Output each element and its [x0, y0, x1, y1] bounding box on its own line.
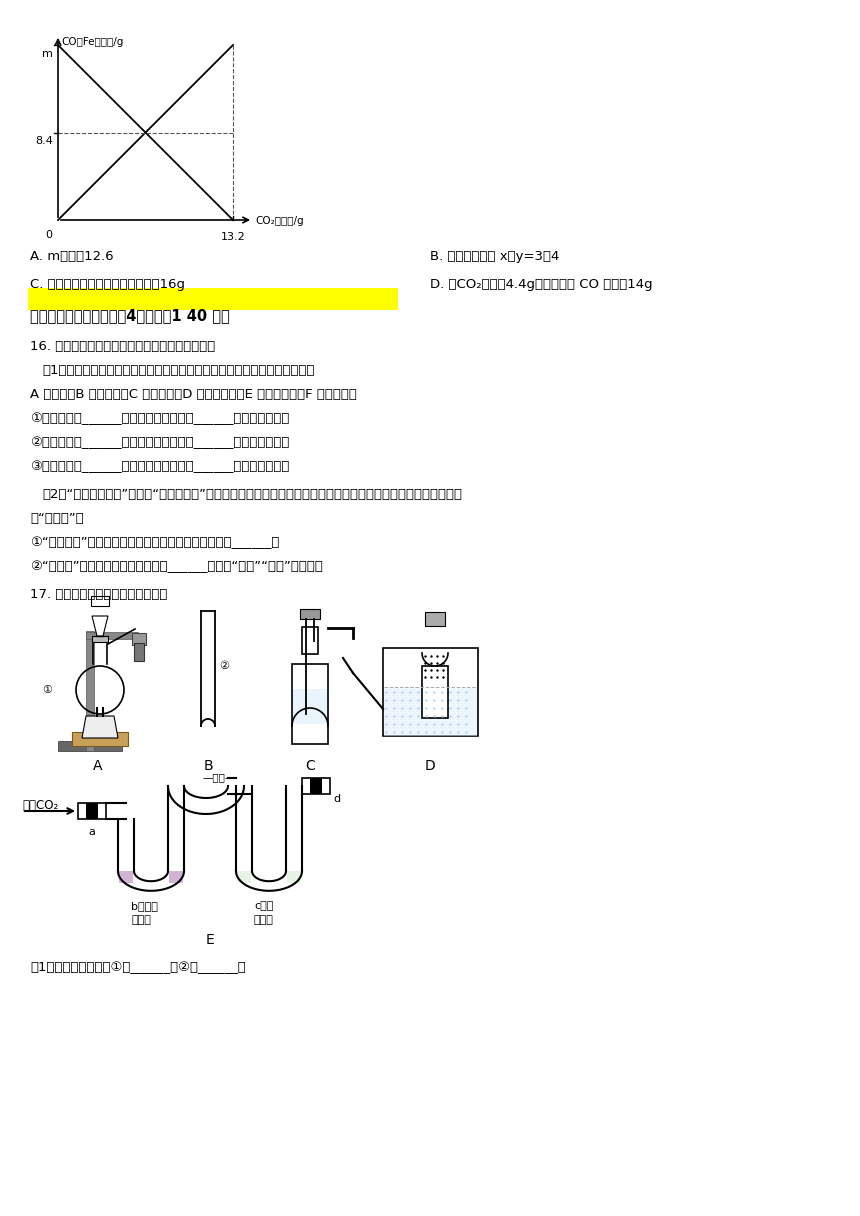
Text: b紫色石: b紫色石 [131, 901, 158, 911]
Bar [132, 634, 146, 644]
Bar [310, 778, 322, 794]
Text: C. 参加反应的铁的氧化物的质量为16g: C. 参加反应的铁的氧化物的质量为16g [30, 278, 185, 291]
Bar [28, 288, 398, 310]
Text: a: a [89, 827, 95, 837]
Bar [287, 871, 301, 883]
Text: B: B [203, 759, 212, 773]
Text: D: D [425, 759, 435, 773]
Bar [134, 643, 144, 662]
Text: CO、Fe的质量/g: CO、Fe的质量/g [61, 36, 123, 47]
Bar [383, 648, 478, 736]
Text: A 水果　　B 鈗合金　　C 湿毛巾　　D 碳酸氢鸟　　E 医用酒精　　F 点燃的蜡烛: A 水果 B 鈗合金 C 湿毛巾 D 碳酸氢鸟 E 医用酒精 F 点燃的蜡烛 [30, 388, 357, 401]
Text: ①: ① [42, 685, 52, 696]
Bar [86, 631, 94, 751]
Text: ②“海水稼”富含硒，硒是人体必需的______（选填“微量”“常量”）元素。: ②“海水稼”富含硒，硒是人体必需的______（选填“微量”“常量”）元素。 [30, 561, 322, 573]
Bar [92, 636, 108, 642]
Bar [169, 871, 183, 883]
Text: ①健康：食用______以预防坏血病，可用______擦拭物品消毒。: ①健康：食用______以预防坏血病，可用______擦拭物品消毒。 [30, 412, 289, 426]
Bar [78, 803, 106, 820]
Text: c澄清: c澄清 [254, 901, 273, 911]
Text: m: m [42, 49, 53, 60]
Text: d: d [333, 794, 340, 804]
Text: CO₂的质量/g: CO₂的质量/g [255, 216, 304, 226]
Bar [384, 687, 477, 736]
Text: A. m的值为12.6: A. m的值为12.6 [30, 250, 114, 263]
Bar [237, 871, 251, 883]
Text: C: C [305, 759, 315, 773]
Text: 的“海水稼”。: 的“海水稼”。 [30, 512, 83, 525]
Text: D. 当CO₂质量为4.4g时，容器内 CO 质量为14g: D. 当CO₂质量为4.4g时，容器内 CO 质量为14g [430, 278, 653, 291]
Text: ②: ② [219, 662, 229, 671]
Text: 蕾试液: 蕾试液 [131, 914, 150, 925]
Text: B. 铁的氧化物中 x：y=3：4: B. 铁的氧化物中 x：y=3：4 [430, 250, 559, 263]
Text: A: A [93, 759, 102, 773]
Text: 17. 根据下列仪器装置，回答问题。: 17. 根据下列仪器装置，回答问题。 [30, 589, 168, 601]
Text: 二、非选择题：本大题兲4小题，关1 40 分。: 二、非选择题：本大题兲4小题，关1 40 分。 [30, 308, 230, 323]
Bar [302, 778, 330, 794]
Text: （1）从下列选项中选择一种适当的物质填空，并将字母序号填写在横线上。: （1）从下列选项中选择一种适当的物质填空，并将字母序号填写在横线上。 [42, 364, 315, 377]
Text: 干燥CO₂: 干燥CO₂ [22, 799, 58, 812]
Bar [58, 741, 122, 751]
Bar [91, 596, 109, 606]
Text: —氧气—: —氧气— [202, 772, 236, 782]
Bar [119, 871, 133, 883]
Bar [292, 664, 328, 744]
Text: 0: 0 [45, 230, 52, 240]
Text: （2）“杂交水稺之父”襄隆平“一稼济天下”，在不断培育高产杂交水稺的同时，还成功培育出了适宜在盐碱地上种植: （2）“杂交水稺之父”襄隆平“一稼济天下”，在不断培育高产杂交水稺的同时，还成功… [42, 488, 462, 501]
Text: （1）写出仪器名称：①为______，②为______。: （1）写出仪器名称：①为______，②为______。 [30, 961, 246, 974]
Text: ③安全：取用______据口逃离火场，取用______探查废弃地窖。: ③安全：取用______据口逃离火场，取用______探查废弃地窖。 [30, 460, 289, 473]
Bar [293, 689, 327, 724]
Bar [302, 627, 318, 654]
Bar [86, 632, 138, 638]
Text: 8.4: 8.4 [35, 136, 53, 146]
Text: E: E [206, 933, 214, 947]
Polygon shape [82, 716, 118, 738]
Bar [72, 732, 128, 745]
Bar [422, 666, 448, 717]
Bar [425, 612, 445, 626]
Text: 石灰水: 石灰水 [254, 914, 273, 925]
Text: 13.2: 13.2 [221, 232, 245, 242]
Bar [86, 803, 98, 820]
Text: 16. 化学就在我们身边，人类的生活离不开化学。: 16. 化学就在我们身边，人类的生活离不开化学。 [30, 340, 215, 353]
Bar [300, 609, 320, 619]
Text: ①“杂交水稼”富含淠粉，淠粉属于六大基本营养素中的______。: ①“杂交水稼”富含淠粉，淠粉属于六大基本营养素中的______。 [30, 536, 280, 548]
Polygon shape [92, 617, 108, 636]
Text: ②医疗：可用______治疗胃酸过多，可用______制造人造骨骼。: ②医疗：可用______治疗胃酸过多，可用______制造人造骨骼。 [30, 437, 289, 449]
